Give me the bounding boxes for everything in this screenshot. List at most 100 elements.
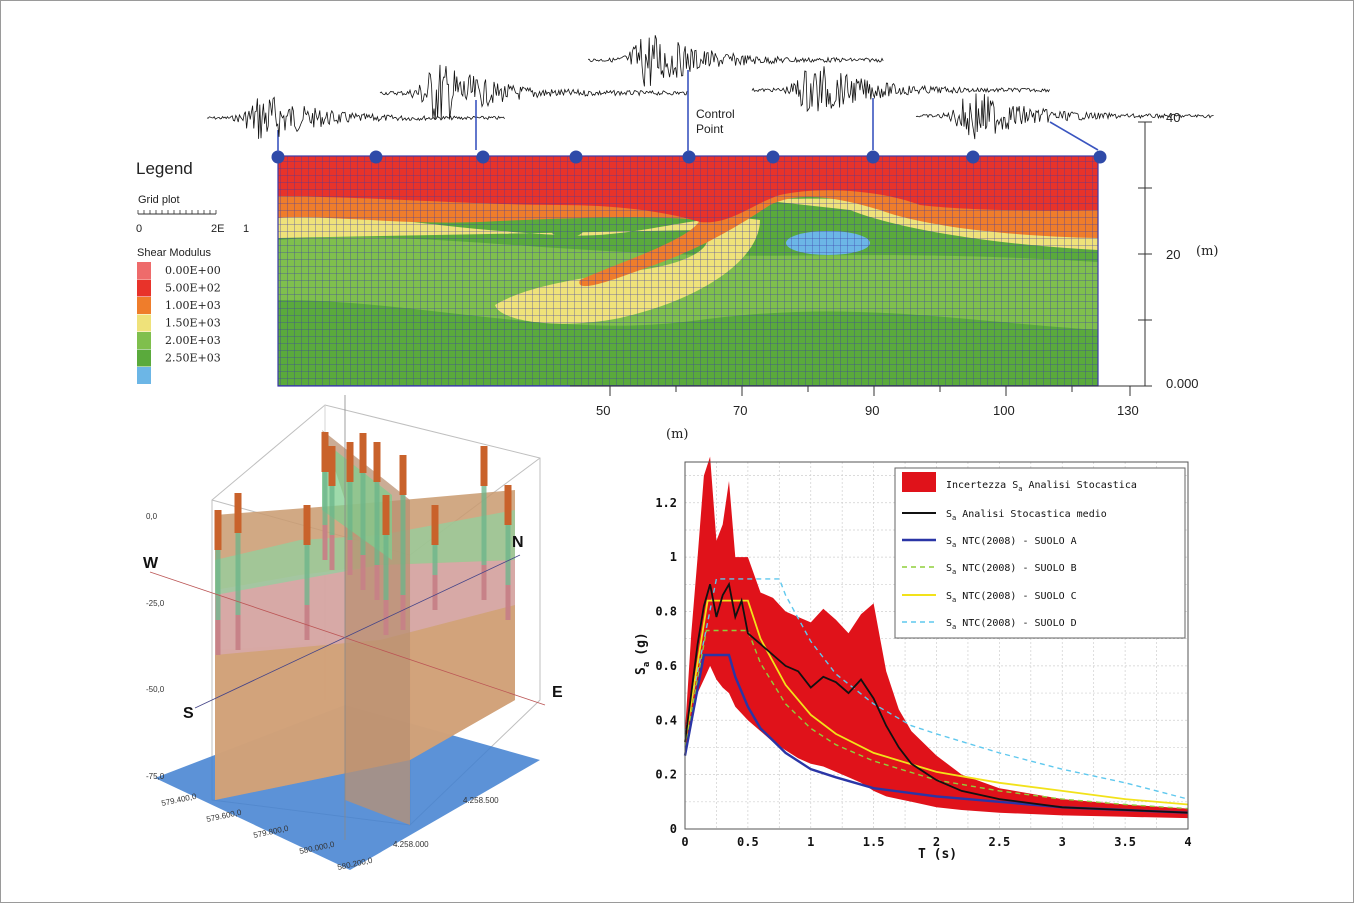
legend-entry-label: Sa NTC(2008) - SUOLO A xyxy=(946,536,1077,549)
borehole-shaft xyxy=(215,550,221,655)
west-axis-line xyxy=(149,571,546,706)
borehole-top xyxy=(328,446,336,486)
y-label-s: S xyxy=(634,667,649,675)
shear-modulus-label: Shear Modulus xyxy=(137,247,211,259)
surface-node xyxy=(766,150,780,164)
seismogram xyxy=(751,66,1050,113)
y-tick-label: 1 xyxy=(670,550,677,564)
control-point-label: Control xyxy=(696,107,735,121)
shear-modulus-swatches: 0.00E+00 5.00E+02 1.00E+03 1.50E+03 2.00E+03… xyxy=(137,262,221,384)
distance-tick-50: 50 xyxy=(596,403,610,418)
series-line xyxy=(684,581,1189,814)
surface-node xyxy=(866,150,880,164)
surface-node xyxy=(369,150,383,164)
seismogram xyxy=(588,35,884,87)
seismogram xyxy=(915,93,1214,140)
chart-legend: Incertezza Sa Analisi Stocastica Sa Anali… xyxy=(902,472,1137,631)
elevation-tick-40: 40 xyxy=(1166,110,1180,125)
depth-label-0: 0,0 xyxy=(146,512,158,521)
distance-unit: (m) xyxy=(666,427,688,442)
legend-value: 0.00E+00 xyxy=(165,264,221,277)
depth-label-50: -50,0 xyxy=(146,685,165,694)
borehole-base xyxy=(374,565,380,600)
legend-swatch xyxy=(137,367,151,384)
y-label-unit: (g) xyxy=(634,632,649,655)
depth-label-75: -75,0 xyxy=(146,772,165,781)
borehole-shaft xyxy=(481,486,487,600)
surface-node xyxy=(271,150,285,164)
legend-value: 5.00E+02 xyxy=(165,282,221,295)
distance-axis: 50 70 90 100 130 (m) xyxy=(570,385,1145,442)
series-line xyxy=(684,578,1189,800)
surface-node xyxy=(682,150,696,164)
compass-w: W xyxy=(143,555,159,572)
cross-section: Control Point 40 20 0.000 (m) xyxy=(136,35,1218,442)
legend-entry-label: Sa Analisi Stocastica medio xyxy=(946,509,1107,522)
grid-scale-1: 1 xyxy=(243,223,249,235)
control-point-label-2: Point xyxy=(696,122,724,136)
legend-swatch xyxy=(137,314,151,332)
surface-node xyxy=(1093,150,1107,164)
borehole-shaft xyxy=(304,545,310,640)
series-line xyxy=(684,629,1189,810)
borehole-base xyxy=(432,575,438,610)
legend-title: Legend xyxy=(136,159,193,178)
uncertainty-band-area xyxy=(685,456,1188,819)
borehole-shaft xyxy=(383,535,389,635)
surface-node xyxy=(966,150,980,164)
borehole-top xyxy=(346,442,354,482)
distance-tick-130: 130 xyxy=(1117,403,1139,418)
chart-legend-box xyxy=(894,467,1186,639)
elevation-unit: (m) xyxy=(1196,244,1218,259)
elevation-axis: 40 20 0.000 (m) xyxy=(1138,110,1218,391)
x-tick-label: 2.5 xyxy=(989,835,1011,849)
distance-tick-90: 90 xyxy=(865,403,879,418)
borehole-base xyxy=(347,540,353,575)
legend-swatch xyxy=(137,349,151,367)
distance-tick-70: 70 xyxy=(733,403,747,418)
depth-label-25: -25,0 xyxy=(146,599,165,608)
borehole-shaft xyxy=(360,473,366,590)
chart-ticks: 0 0.5 1 1.5 2 2.5 3 3.5 4 0 0.2 0.4 0.6 0.8 1 1.2 xyxy=(655,496,1191,849)
borehole-base xyxy=(505,585,511,620)
borehole-base xyxy=(304,605,310,640)
borehole-top xyxy=(214,510,222,550)
shear-modulus-field xyxy=(278,156,1098,386)
borehole-top xyxy=(504,485,512,525)
x-tick-label: 3.5 xyxy=(1114,835,1136,849)
legend-value: 1.50E+03 xyxy=(165,317,221,330)
south-axis-line xyxy=(194,554,521,709)
borehole-base xyxy=(235,615,241,650)
seismogram-traces xyxy=(206,35,1214,152)
borehole-base xyxy=(400,595,406,630)
compass-n: N xyxy=(512,534,524,551)
section-legend: Legend Grid plot 0 2E 1 Shear Modulus 0.… xyxy=(136,159,249,384)
y-tick-label: 1.2 xyxy=(655,496,677,510)
borehole-base xyxy=(360,555,366,590)
y-tick-label: 0.2 xyxy=(655,768,677,782)
borehole-base xyxy=(215,620,221,655)
northing-label-2: 4.258.000 xyxy=(393,840,429,849)
grid-scale-ticks xyxy=(137,210,217,214)
seismogram xyxy=(379,64,688,120)
grid-scale-0: 0 xyxy=(136,223,142,235)
compass-e: E xyxy=(552,684,563,701)
borehole-top xyxy=(321,432,329,472)
svg-text:Sa(g): Sa (g) xyxy=(634,632,652,675)
seismogram xyxy=(206,96,505,139)
y-tick-label: 0.8 xyxy=(655,605,677,619)
borehole-top xyxy=(234,493,242,533)
surface-nodes xyxy=(271,150,1107,164)
distance-tick-100: 100 xyxy=(993,403,1015,418)
legend-entry-label: Sa NTC(2008) - SUOLO B xyxy=(946,563,1077,576)
legend-swatch xyxy=(137,332,151,349)
series-line xyxy=(684,599,1189,806)
borehole-top xyxy=(303,505,311,545)
x-tick-label: 1 xyxy=(807,835,814,849)
legend-entry-label: Sa NTC(2008) - SUOLO D xyxy=(946,618,1077,631)
trace-connector xyxy=(1049,121,1099,151)
y-label-sub: a xyxy=(642,662,652,667)
grid-plot-label: Grid plot xyxy=(138,194,180,206)
borehole-top xyxy=(480,446,488,486)
